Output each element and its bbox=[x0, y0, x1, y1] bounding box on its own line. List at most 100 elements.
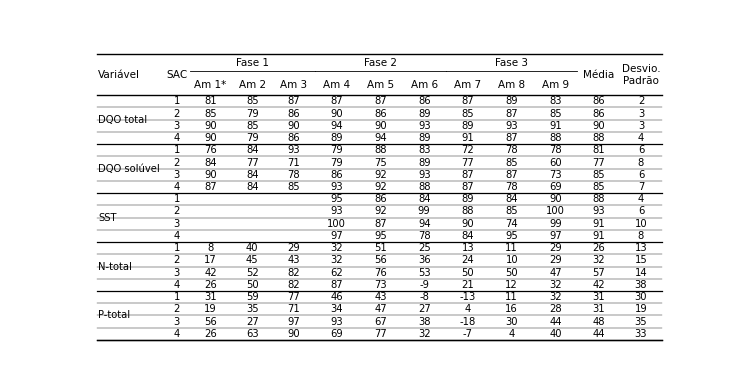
Text: Média: Média bbox=[583, 69, 614, 80]
Text: 95: 95 bbox=[374, 231, 387, 241]
Text: 91: 91 bbox=[549, 121, 562, 131]
Text: 32: 32 bbox=[549, 280, 562, 290]
Text: 83: 83 bbox=[549, 96, 562, 106]
Text: 87: 87 bbox=[506, 133, 518, 143]
Text: 97: 97 bbox=[287, 317, 300, 327]
Text: 2: 2 bbox=[174, 158, 180, 168]
Text: 87: 87 bbox=[374, 96, 387, 106]
Text: 84: 84 bbox=[506, 194, 518, 204]
Text: 60: 60 bbox=[549, 158, 562, 168]
Text: 6: 6 bbox=[638, 170, 644, 180]
Text: 50: 50 bbox=[461, 268, 475, 278]
Text: 3: 3 bbox=[174, 219, 180, 229]
Text: 95: 95 bbox=[506, 231, 518, 241]
Text: 4: 4 bbox=[174, 182, 180, 192]
Text: 86: 86 bbox=[593, 109, 605, 119]
Text: 86: 86 bbox=[287, 133, 300, 143]
Text: 33: 33 bbox=[635, 329, 647, 339]
Text: 32: 32 bbox=[549, 292, 562, 302]
Text: 85: 85 bbox=[549, 109, 562, 119]
Text: 85: 85 bbox=[593, 170, 605, 180]
Text: 28: 28 bbox=[549, 304, 562, 314]
Text: 85: 85 bbox=[506, 158, 518, 168]
Text: Fase 1: Fase 1 bbox=[236, 58, 269, 68]
Text: 3: 3 bbox=[638, 121, 644, 131]
Text: -18: -18 bbox=[460, 317, 476, 327]
Text: 78: 78 bbox=[418, 231, 430, 241]
Text: DQO solúvel: DQO solúvel bbox=[99, 164, 160, 173]
Text: 56: 56 bbox=[204, 317, 217, 327]
Text: 26: 26 bbox=[592, 243, 605, 253]
Text: 78: 78 bbox=[506, 145, 518, 155]
Text: 71: 71 bbox=[287, 158, 300, 168]
Text: 75: 75 bbox=[374, 158, 387, 168]
Text: 2: 2 bbox=[174, 304, 180, 314]
Text: Am 3: Am 3 bbox=[280, 80, 307, 90]
Text: 89: 89 bbox=[330, 133, 343, 143]
Text: Variável: Variável bbox=[99, 69, 141, 80]
Text: 85: 85 bbox=[246, 121, 259, 131]
Text: 77: 77 bbox=[592, 158, 605, 168]
Text: 47: 47 bbox=[549, 268, 562, 278]
Text: 87: 87 bbox=[461, 96, 475, 106]
Text: 11: 11 bbox=[506, 243, 518, 253]
Text: 71: 71 bbox=[287, 304, 300, 314]
Text: 40: 40 bbox=[246, 243, 259, 253]
Text: -9: -9 bbox=[419, 280, 429, 290]
Text: Am 9: Am 9 bbox=[542, 80, 569, 90]
Text: N-total: N-total bbox=[99, 262, 132, 272]
Text: 100: 100 bbox=[546, 206, 565, 217]
Text: Am 5: Am 5 bbox=[367, 80, 394, 90]
Text: 85: 85 bbox=[204, 109, 217, 119]
Text: 10: 10 bbox=[506, 255, 518, 265]
Text: 31: 31 bbox=[593, 304, 605, 314]
Text: 50: 50 bbox=[506, 268, 518, 278]
Text: 77: 77 bbox=[374, 329, 387, 339]
Text: 73: 73 bbox=[374, 280, 387, 290]
Text: 97: 97 bbox=[549, 231, 562, 241]
Text: 3: 3 bbox=[174, 268, 180, 278]
Text: 38: 38 bbox=[635, 280, 647, 290]
Text: 52: 52 bbox=[246, 268, 259, 278]
Text: Am 1*: Am 1* bbox=[195, 80, 226, 90]
Text: 7: 7 bbox=[638, 182, 644, 192]
Text: 90: 90 bbox=[549, 194, 562, 204]
Text: 84: 84 bbox=[461, 231, 474, 241]
Text: 56: 56 bbox=[374, 255, 387, 265]
Text: 93: 93 bbox=[330, 317, 343, 327]
Text: 90: 90 bbox=[204, 133, 217, 143]
Text: 45: 45 bbox=[246, 255, 259, 265]
Text: 27: 27 bbox=[246, 317, 259, 327]
Text: 84: 84 bbox=[246, 145, 259, 155]
Text: 92: 92 bbox=[374, 182, 387, 192]
Text: 10: 10 bbox=[635, 219, 647, 229]
Text: 81: 81 bbox=[593, 145, 605, 155]
Text: 87: 87 bbox=[330, 96, 343, 106]
Text: 86: 86 bbox=[287, 109, 300, 119]
Text: 30: 30 bbox=[635, 292, 647, 302]
Text: 13: 13 bbox=[635, 243, 647, 253]
Text: 6: 6 bbox=[638, 145, 644, 155]
Text: 79: 79 bbox=[330, 158, 343, 168]
Text: 93: 93 bbox=[330, 182, 343, 192]
Text: 81: 81 bbox=[204, 96, 217, 106]
Text: 36: 36 bbox=[418, 255, 430, 265]
Text: 42: 42 bbox=[593, 280, 605, 290]
Text: 77: 77 bbox=[287, 292, 300, 302]
Text: 72: 72 bbox=[461, 145, 475, 155]
Text: 8: 8 bbox=[207, 243, 214, 253]
Text: Fase 3: Fase 3 bbox=[495, 58, 528, 68]
Text: 67: 67 bbox=[374, 317, 387, 327]
Text: 85: 85 bbox=[593, 182, 605, 192]
Text: 100: 100 bbox=[327, 219, 346, 229]
Text: 1: 1 bbox=[174, 243, 180, 253]
Text: 95: 95 bbox=[330, 194, 343, 204]
Text: 93: 93 bbox=[506, 121, 518, 131]
Text: 87: 87 bbox=[330, 280, 343, 290]
Text: 24: 24 bbox=[461, 255, 475, 265]
Text: 63: 63 bbox=[246, 329, 259, 339]
Text: 42: 42 bbox=[204, 268, 217, 278]
Text: 90: 90 bbox=[204, 170, 217, 180]
Text: 88: 88 bbox=[549, 133, 562, 143]
Text: 90: 90 bbox=[461, 219, 475, 229]
